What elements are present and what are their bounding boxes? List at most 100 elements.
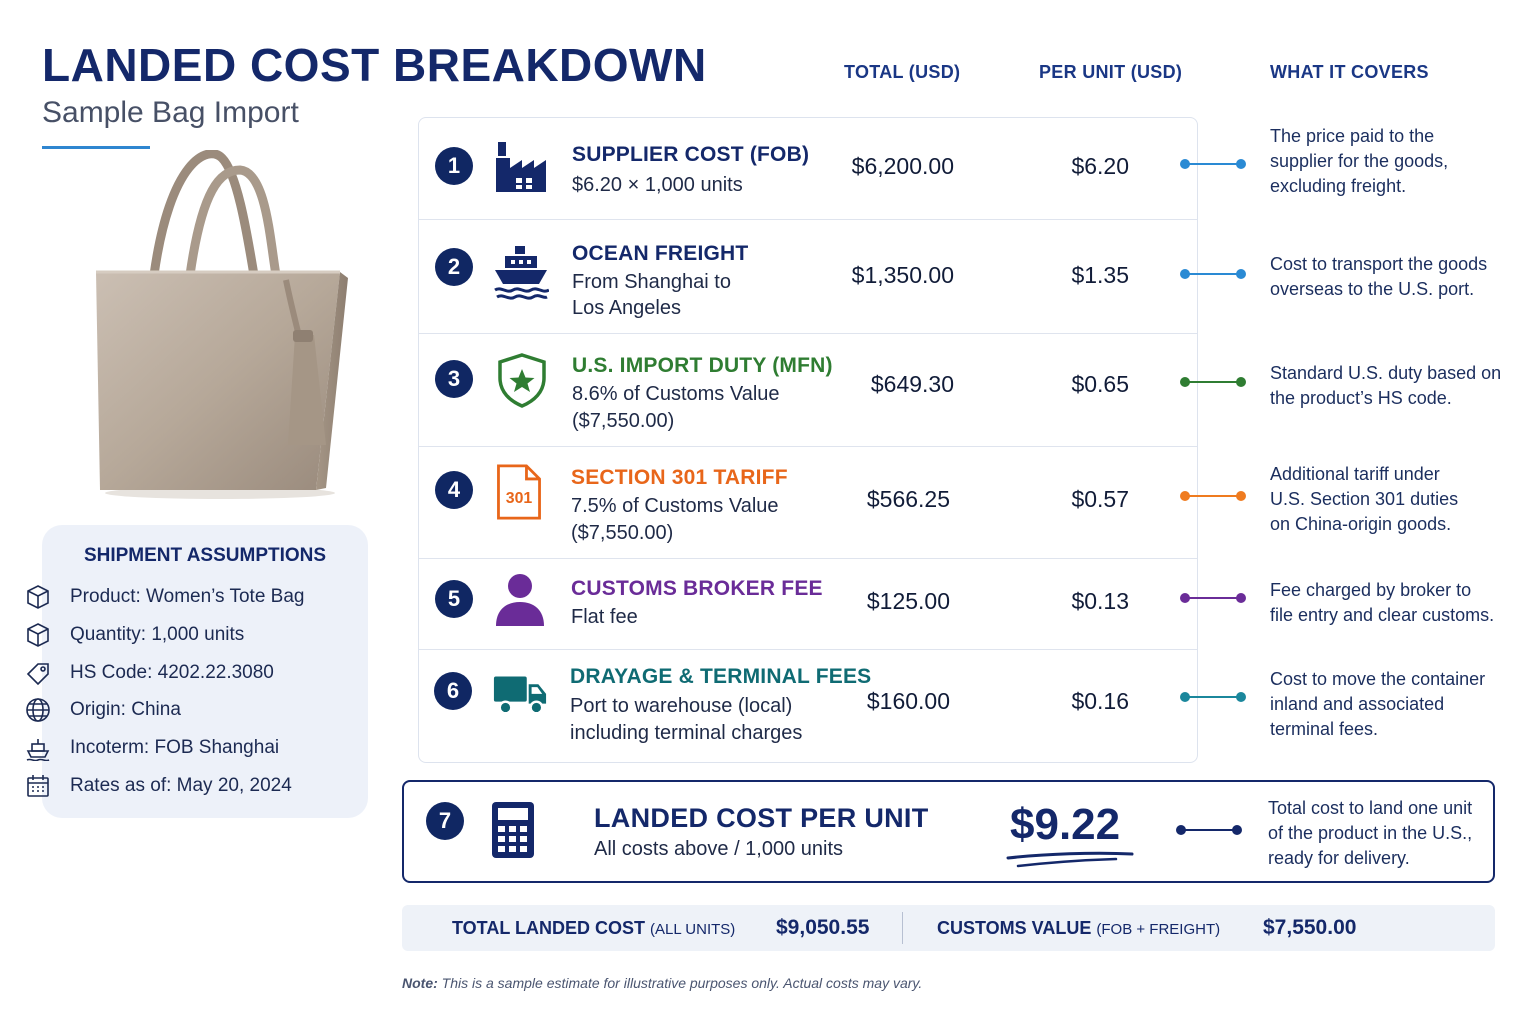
box-icon: [24, 583, 52, 611]
row-connector: [1180, 593, 1246, 603]
row-name: OCEAN FREIGHT: [572, 242, 749, 265]
row-covers: Additional tariff under U.S. Section 301…: [1270, 462, 1520, 537]
row-number-badge: 4: [435, 471, 473, 509]
assumption-product: Product: Women’s Tote Bag: [24, 582, 304, 612]
row-number-badge: 2: [435, 248, 473, 286]
covers-line: Total cost to land one unit: [1268, 798, 1473, 818]
label-main: TOTAL LANDED COST: [452, 918, 645, 938]
label-main: CUSTOMS VALUE: [937, 918, 1092, 938]
factory-icon: [496, 142, 546, 192]
assumptions-title: SHIPMENT ASSUMPTIONS: [83, 545, 327, 566]
covers-line: U.S. Section 301 duties: [1270, 489, 1459, 509]
column-header-covers: WHAT IT COVERS: [1270, 62, 1429, 82]
document-301-label: 301: [506, 490, 533, 507]
row-description: 8.6% of Customs Value: [572, 383, 780, 405]
row-connector: [1180, 692, 1246, 702]
row-name: CUSTOMS BROKER FEE: [571, 577, 823, 600]
assumption-text: Incoterm: FOB Shanghai: [70, 737, 280, 758]
row-description: Los Angeles: [572, 297, 681, 319]
cargo-ship-icon: [494, 246, 549, 300]
covers-line: on China-origin goods.: [1270, 514, 1452, 534]
landed-cost-panel: [402, 780, 1495, 883]
row-number-badge: 6: [434, 672, 472, 710]
person-icon: [496, 574, 544, 626]
row-total: $160.00: [866, 688, 950, 714]
page-subtitle: Sample Bag Import: [42, 96, 299, 129]
covers-line: overseas to the U.S. port.: [1270, 279, 1475, 299]
covers-line: Additional tariff under: [1270, 464, 1440, 484]
summary-divider: [902, 912, 903, 944]
truck-icon: [493, 676, 547, 715]
covers-line: supplier for the goods,: [1270, 151, 1449, 171]
row-connector: [1180, 269, 1246, 279]
row-connector: [1180, 159, 1246, 169]
assumption-origin: Origin: China: [24, 695, 181, 725]
assumption-text: Quantity: 1,000 units: [70, 624, 245, 645]
assumption-text: Product: Women’s Tote Bag: [70, 586, 305, 607]
label-qualifier: (FOB + FREIGHT): [1096, 921, 1221, 938]
landed-cost-title: LANDED COST PER UNIT: [594, 803, 929, 833]
row-description: From Shanghai to: [572, 271, 731, 293]
total-landed-cost-label: TOTAL LANDED COST (ALL UNITS): [452, 918, 735, 939]
row-name: U.S. IMPORT DUTY (MFN): [572, 354, 833, 377]
covers-line: inland and associated: [1270, 694, 1445, 714]
covers-line: The price paid to the: [1270, 126, 1435, 146]
footnote: Note: This is a sample estimate for illu…: [402, 975, 922, 991]
footnote-label: Note:: [402, 975, 438, 991]
covers-line: Standard U.S. duty based on: [1270, 363, 1502, 383]
row-covers: Cost to move the container inland and as…: [1270, 667, 1520, 742]
covers-line: Fee charged by broker to: [1270, 580, 1472, 600]
row-name: DRAYAGE & TERMINAL FEES: [570, 665, 872, 688]
total-landed-cost-value: $9,050.55: [776, 916, 870, 939]
calculator-icon: [492, 802, 534, 858]
landed-cost-description: All costs above / 1,000 units: [594, 838, 844, 860]
row-description: $6.20 × 1,000 units: [572, 174, 743, 196]
row-total: $649.30: [870, 371, 954, 397]
assumption-text: HS Code: 4202.22.3080: [70, 662, 274, 683]
assumption-rates-date: Rates as of: May 20, 2024: [24, 771, 292, 801]
title-underline: [42, 146, 150, 149]
covers-line: terminal fees.: [1270, 719, 1379, 739]
value-underline-swash: [1006, 851, 1134, 868]
column-header-per-unit: PER UNIT (USD): [1039, 62, 1183, 82]
row-per-unit: $0.65: [1071, 371, 1129, 397]
row-description: including terminal charges: [570, 722, 803, 744]
row-number-badge: 7: [426, 802, 464, 840]
row-name: SECTION 301 TARIFF: [571, 466, 788, 489]
row-number-badge: 5: [435, 580, 473, 618]
row-number-badge: 1: [435, 147, 473, 185]
covers-line: file entry and clear customs.: [1270, 605, 1495, 625]
tote-bag-image: [96, 150, 348, 499]
assumption-text: Rates as of: May 20, 2024: [70, 775, 292, 796]
shipment-assumptions-panel: SHIPMENT ASSUMPTIONS: [42, 525, 368, 818]
covers-line: ready for delivery.: [1268, 848, 1410, 868]
covers-line: Cost to move the container: [1270, 669, 1486, 689]
page-title: LANDED COST BREAKDOWN: [42, 39, 707, 91]
row-divider: [419, 333, 1197, 334]
cost-table: [418, 117, 1198, 763]
label-qualifier: (ALL UNITS): [650, 921, 736, 938]
row-divider: [419, 219, 1197, 220]
row-description: ($7,550.00): [571, 522, 674, 544]
row-divider: [419, 446, 1197, 447]
row-covers: Standard U.S. duty based on the product’…: [1270, 361, 1520, 411]
covers-line: excluding freight.: [1270, 176, 1407, 196]
column-header-total: TOTAL (USD): [844, 62, 961, 82]
row-covers: The price paid to the supplier for the g…: [1270, 124, 1520, 199]
row-description: 7.5% of Customs Value: [571, 495, 779, 517]
ship-icon: [24, 734, 52, 762]
row-description: Port to warehouse (local): [570, 695, 793, 717]
covers-line: of the product in the U.S.,: [1268, 823, 1473, 843]
row-connector: [1180, 491, 1246, 501]
assumption-hs-code: HS Code: 4202.22.3080: [24, 658, 274, 688]
row-divider: [419, 558, 1197, 559]
document-301-icon: 301: [497, 464, 541, 520]
assumption-text: Origin: China: [70, 699, 181, 720]
row-connector: [1180, 377, 1246, 387]
row-covers: Cost to transport the goods overseas to …: [1270, 252, 1520, 302]
row-per-unit: $0.57: [1071, 486, 1129, 512]
landed-covers: Total cost to land one unit of the produ…: [1268, 796, 1518, 871]
covers-line: Cost to transport the goods: [1270, 254, 1488, 274]
row-description: ($7,550.00): [572, 410, 675, 432]
row-per-unit: $1.35: [1071, 262, 1129, 288]
